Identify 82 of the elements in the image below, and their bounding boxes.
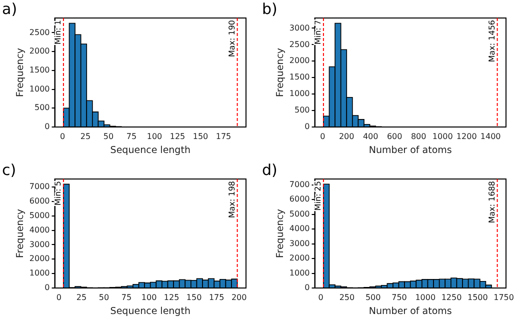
x-axis-title: Number of atoms (368, 144, 452, 156)
y-tick-label: 1000 (29, 84, 50, 94)
x-tick-label: 150 (186, 292, 202, 302)
x-axis-title: Sequence length (110, 306, 190, 317)
x-tick-label: 0 (60, 132, 66, 141)
ref-line-label: Min: 25 (314, 181, 323, 211)
ref-line-label: Max: 1456 (487, 20, 496, 62)
ref-line-label: Min: 7 (314, 20, 323, 45)
y-tick-label: 500 (34, 103, 50, 112)
x-tick-label: 600 (386, 132, 402, 141)
y-tick-label: 1500 (29, 66, 50, 75)
y-axis-title: Frequency (275, 208, 286, 258)
ref-line-label: Min: 5 (54, 181, 63, 206)
x-tick-label: 150 (192, 132, 208, 141)
x-tick-label: 50 (103, 132, 114, 141)
y-tick-label: 3000 (289, 238, 310, 248)
y-tick-label: 1000 (289, 268, 310, 278)
x-tick-label: 125 (170, 132, 186, 141)
y-axis-title: Frequency (15, 48, 26, 98)
x-tick-label: 200 (338, 132, 354, 141)
x-axis-title: Number of atoms (368, 306, 452, 317)
y-tick-label: 1000 (289, 89, 310, 98)
y-tick-label: 2000 (29, 46, 50, 56)
y-tick-label: 4000 (289, 224, 310, 234)
x-tick-label: 0 (56, 292, 62, 302)
y-tick-label: 0 (44, 122, 50, 132)
x-tick-label: 1750 (494, 292, 514, 302)
x-tick-label: 100 (146, 132, 162, 141)
y-tick-label: 0 (304, 283, 310, 292)
y-tick-label: 2500 (289, 40, 310, 49)
ref-line-label: Max: 190 (227, 20, 236, 58)
x-tick-label: 75 (121, 292, 132, 302)
x-tick-label: 1400 (480, 132, 501, 141)
chart-title: a) (2, 0, 18, 18)
y-tick-label: 4000 (29, 225, 50, 234)
x-tick-label: 175 (208, 292, 224, 302)
y-tick-label: 0 (304, 122, 310, 132)
y-tick-label: 6000 (289, 194, 310, 204)
x-tick-label: 25 (80, 132, 91, 141)
y-tick-label: 1000 (29, 268, 50, 278)
x-tick-label: 175 (216, 132, 232, 141)
x-tick-label: 0 (320, 132, 326, 141)
x-tick-label: 50 (98, 292, 110, 302)
y-tick-label: 2000 (289, 254, 310, 263)
ref-line-label: Min: 1 (54, 20, 63, 45)
chart-title: c) (2, 161, 16, 179)
chart-title: b) (262, 0, 278, 18)
x-axis-title: Sequence length (110, 144, 190, 156)
x-tick-label: 500 (365, 292, 381, 302)
x-tick-label: 1000 (415, 292, 436, 302)
x-tick-label: 250 (339, 292, 355, 302)
y-tick-label: 0 (44, 283, 50, 292)
y-tick-label: 500 (294, 106, 310, 115)
x-tick-label: 1200 (456, 132, 477, 141)
y-axis-title: Frequency (275, 48, 286, 98)
x-tick-label: 1250 (441, 292, 462, 302)
ref-line-label: Max: 198 (227, 181, 236, 218)
y-tick-label: 3000 (289, 23, 310, 32)
x-tick-label: 0 (318, 292, 324, 302)
y-tick-label: 3000 (29, 240, 50, 249)
y-tick-label: 2000 (29, 254, 50, 264)
y-tick-label: 7000 (29, 182, 50, 192)
x-tick-label: 200 (231, 292, 247, 302)
y-tick-label: 2000 (289, 56, 310, 66)
x-tick-label: 100 (141, 292, 157, 302)
y-axis-title: Frequency (15, 208, 26, 258)
x-tick-label: 750 (392, 292, 407, 302)
y-tick-label: 5000 (289, 209, 310, 218)
chart-title: d) (262, 161, 278, 179)
y-tick-label: 7000 (289, 180, 310, 189)
ref-line-label: Max: 1688 (487, 181, 496, 224)
x-tick-label: 25 (76, 292, 87, 302)
y-tick-label: 2500 (29, 28, 50, 37)
y-tick-label: 5000 (29, 210, 50, 220)
x-tick-label: 125 (164, 292, 180, 302)
x-tick-label: 1000 (432, 132, 453, 141)
y-tick-label: 1500 (289, 72, 310, 82)
x-tick-label: 75 (126, 132, 137, 141)
x-tick-label: 400 (362, 132, 378, 141)
x-tick-label: 1500 (467, 292, 488, 302)
y-tick-label: 6000 (29, 196, 50, 206)
x-tick-label: 800 (410, 132, 426, 141)
